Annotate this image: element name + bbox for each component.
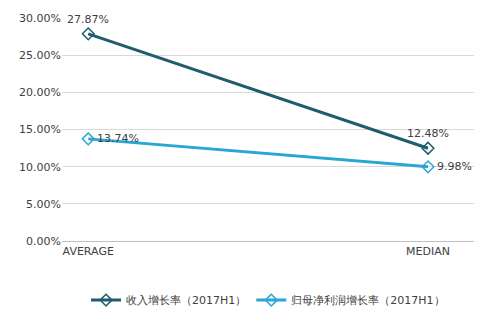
svg-text:25.00%: 25.00% xyxy=(19,49,61,62)
svg-text:15.00%: 15.00% xyxy=(19,123,61,136)
svg-text:20.00%: 20.00% xyxy=(19,86,61,99)
svg-text:收入增长率（2017H1）: 收入增长率（2017H1） xyxy=(126,294,246,307)
svg-text:13.74%: 13.74% xyxy=(97,132,139,145)
svg-text:5.00%: 5.00% xyxy=(26,198,61,211)
svg-text:MEDIAN: MEDIAN xyxy=(406,245,450,258)
svg-text:30.00%: 30.00% xyxy=(19,12,61,25)
svg-text:0.00%: 0.00% xyxy=(26,235,61,248)
svg-text:12.48%: 12.48% xyxy=(407,127,449,140)
svg-text:AVERAGE: AVERAGE xyxy=(63,245,114,258)
svg-text:27.87%: 27.87% xyxy=(67,13,109,26)
svg-text:10.00%: 10.00% xyxy=(19,161,61,174)
svg-text:归母净利润增长率（2017H1）: 归母净利润增长率（2017H1） xyxy=(291,294,444,307)
svg-text:9.98%: 9.98% xyxy=(437,160,472,173)
